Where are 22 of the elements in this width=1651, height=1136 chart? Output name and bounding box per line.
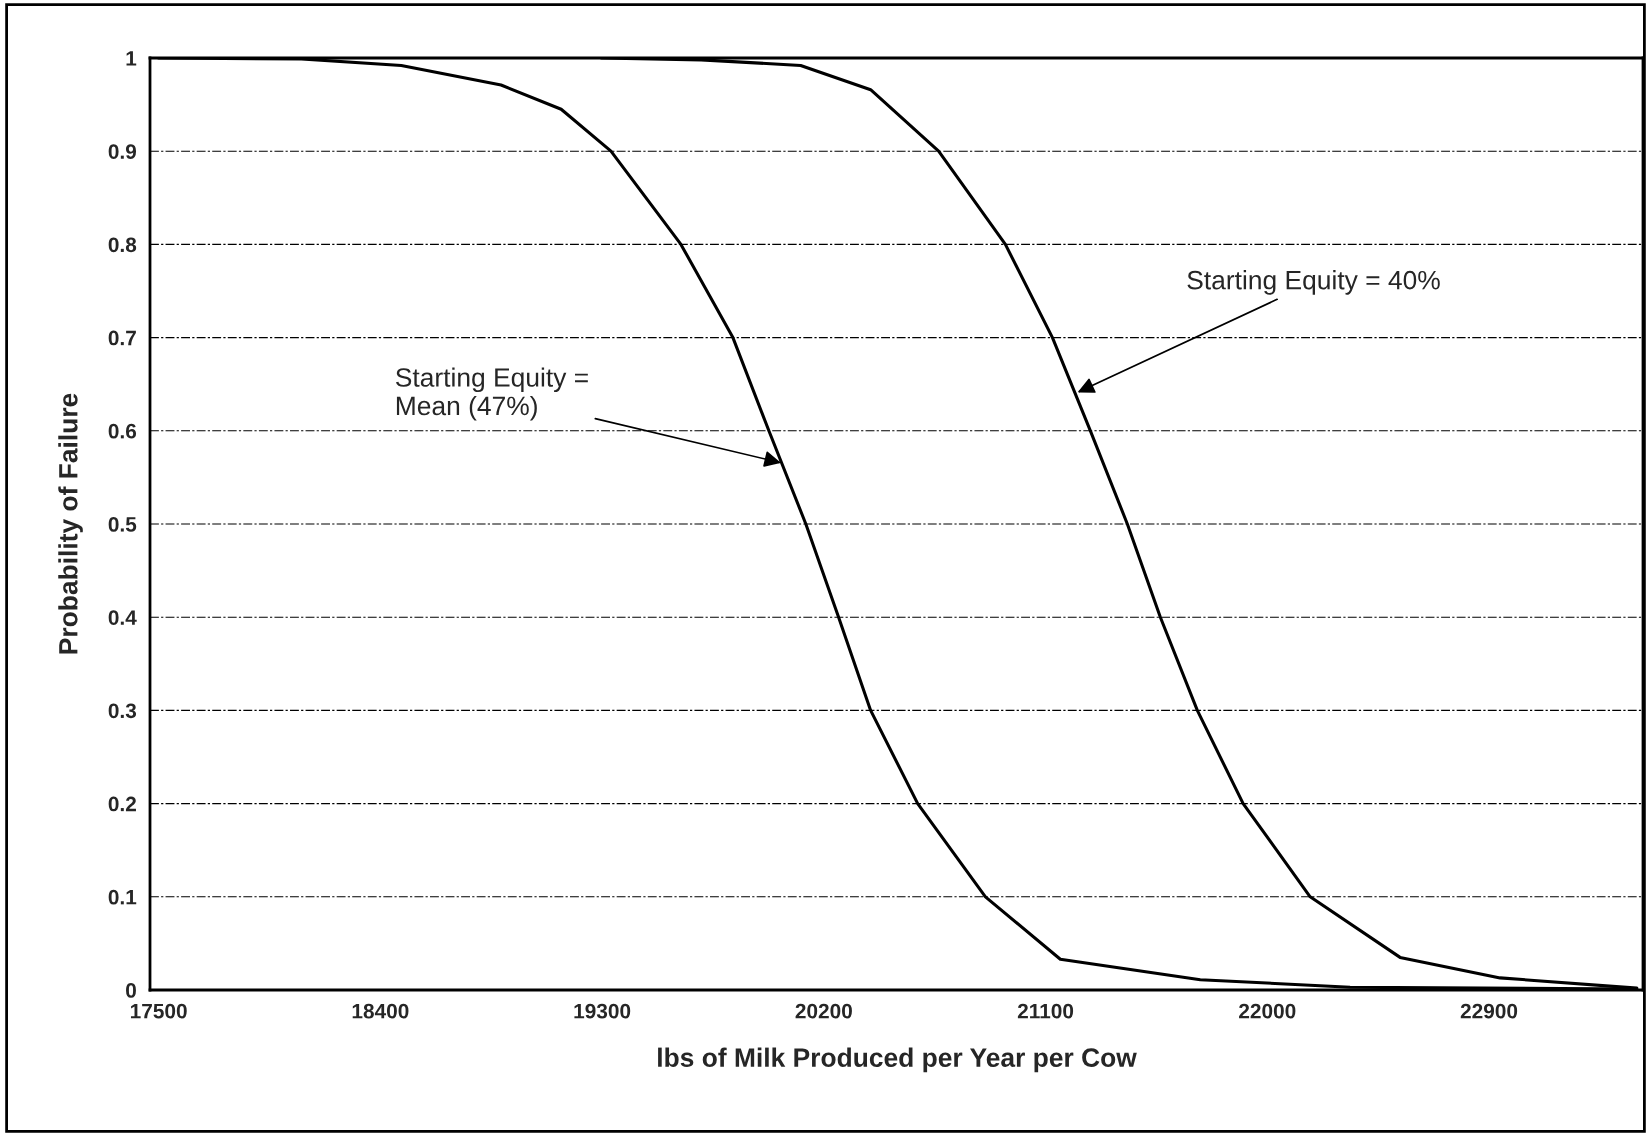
- y-tick-label: 0: [126, 983, 136, 998]
- y-tick-label: 0.5: [108, 517, 137, 532]
- y-tick-label: 0.3: [108, 703, 137, 719]
- y-tick-label: 0.8: [108, 237, 137, 253]
- x-tick-label: 22000: [1239, 1003, 1296, 1019]
- y-tick-label: 0.6: [108, 423, 137, 439]
- y-tick-label: 0.2: [108, 796, 136, 812]
- x-tick-label: 22900: [1460, 1003, 1518, 1019]
- x-tick-label: 18400: [352, 1003, 409, 1019]
- y-tick-label: 0.4: [108, 610, 137, 625]
- y-tick-label: 0.7: [108, 330, 136, 346]
- y-axis-title: Probability of Failure: [58, 393, 83, 654]
- x-tick-label: 17500: [130, 1003, 187, 1019]
- annotation: Starting Equity = Mean (47%): [395, 367, 588, 421]
- y-tick-label: 1: [126, 51, 137, 66]
- y-tick-label: 0.9: [108, 144, 137, 159]
- y-tick-label: 0.1: [108, 889, 137, 905]
- x-tick-label: 20200: [795, 1003, 852, 1019]
- annotation: Starting Equity = 40%: [1187, 270, 1440, 295]
- x-axis-title: lbs of Milk Produced per Year per Cow: [658, 1047, 1137, 1073]
- x-tick-label: 19300: [574, 1003, 631, 1019]
- x-tick-label: 21100: [1017, 1003, 1074, 1019]
